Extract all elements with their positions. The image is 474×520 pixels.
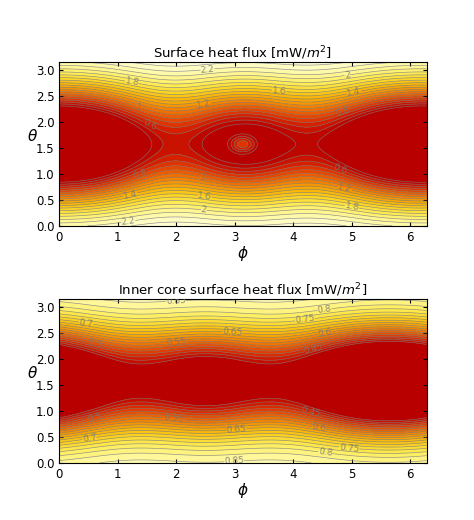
Text: 0.7: 0.7 [78,318,94,329]
Text: 0.6: 0.6 [318,328,333,339]
Text: 1.4: 1.4 [346,87,362,98]
Text: 1.8: 1.8 [344,201,360,213]
Text: 1.4: 1.4 [122,189,138,201]
Text: 0.65: 0.65 [222,327,243,337]
Text: 0.6: 0.6 [141,118,158,132]
Text: 0.5: 0.5 [87,412,103,424]
Text: 0.45: 0.45 [300,405,321,419]
X-axis label: $\phi$: $\phi$ [237,480,249,500]
Text: 0.65: 0.65 [226,424,247,435]
Text: 2: 2 [344,70,351,80]
Title: Inner core surface heat flux [mW/$m^2$]: Inner core surface heat flux [mW/$m^2$] [118,282,367,300]
Text: 2: 2 [201,205,207,215]
Text: 1.2: 1.2 [337,183,353,194]
Text: 1.2: 1.2 [196,99,211,110]
Text: 2.2: 2.2 [121,216,136,227]
Text: 1: 1 [134,102,143,112]
Text: 0.8: 0.8 [334,105,350,118]
X-axis label: $\phi$: $\phi$ [237,244,249,263]
Text: 0.85: 0.85 [166,296,186,306]
Text: 2.2: 2.2 [200,64,215,74]
Text: 0.75: 0.75 [339,443,360,453]
Y-axis label: $\theta$: $\theta$ [27,128,38,144]
Text: 1.8: 1.8 [124,76,140,88]
Text: 0.8: 0.8 [317,304,332,315]
Text: 0.7: 0.7 [82,433,98,444]
Text: 0.5: 0.5 [87,338,103,350]
Text: 0.6: 0.6 [311,422,327,434]
Text: 0.55: 0.55 [166,337,187,348]
Text: 0.8: 0.8 [318,447,333,458]
Text: 0.75: 0.75 [294,314,316,326]
Text: 1: 1 [199,173,207,183]
Text: 0.8: 0.8 [132,168,148,181]
Y-axis label: $\theta$: $\theta$ [27,365,38,381]
Text: 0.55: 0.55 [163,413,184,424]
Text: 1.6: 1.6 [272,86,287,96]
Text: 1.6: 1.6 [197,191,212,202]
Title: Surface heat flux [mW/$m^2$]: Surface heat flux [mW/$m^2$] [154,45,332,62]
Text: 0.6: 0.6 [332,163,348,176]
Text: 0.85: 0.85 [224,456,245,466]
Text: 0.45: 0.45 [303,342,324,356]
